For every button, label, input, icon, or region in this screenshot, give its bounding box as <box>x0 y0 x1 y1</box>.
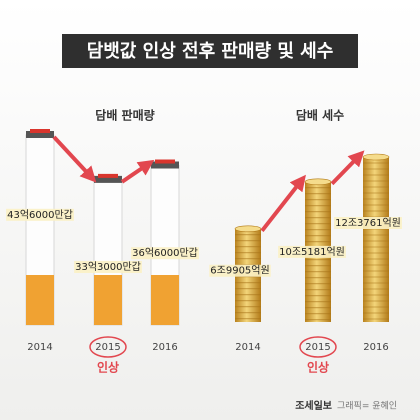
value-label-bg <box>74 260 142 273</box>
trend-arrow <box>330 150 365 186</box>
value-label: 33억3000만갑 <box>75 261 141 273</box>
x-tick-label: 2016 <box>152 342 177 353</box>
highlight-circle <box>89 336 127 358</box>
footer-credit: 그래픽= 윤혜인 <box>337 400 397 412</box>
value-label: 12조3761억원 <box>335 217 401 229</box>
cigarette-filter <box>151 275 179 325</box>
value-label: 6조9905억원 <box>210 265 269 277</box>
trend-arrow <box>120 159 155 184</box>
cigarette-filter <box>26 275 54 325</box>
cigarette-ash <box>26 131 54 138</box>
cigarette-ember <box>98 173 118 178</box>
cigarette-filter <box>94 275 122 325</box>
value-label: 10조5181억원 <box>279 246 345 258</box>
x-tick-label: 2015 <box>305 342 330 353</box>
value-label-bg <box>6 208 74 221</box>
cigarette-ember <box>30 129 50 133</box>
coin-top <box>362 153 390 161</box>
value-label: 43억6000만갑 <box>7 209 73 221</box>
title: 담뱃값 인상 전후 판매량 및 세수 <box>87 41 334 62</box>
title-banner <box>62 34 358 68</box>
annotation: 인상 <box>307 360 329 375</box>
x-tick-label: 2014 <box>235 342 260 353</box>
cigarette-ash <box>151 161 179 169</box>
trend-arrow <box>260 174 306 233</box>
coin-stack <box>363 157 389 322</box>
x-tick-label: 2015 <box>95 342 120 353</box>
highlight-circle <box>299 336 337 358</box>
value-label-bg <box>278 245 346 258</box>
value-label-bg <box>209 264 271 277</box>
footer-source: 조세일보 <box>295 399 332 412</box>
value-label: 36억6000만갑 <box>132 247 198 259</box>
coin-top <box>234 225 262 233</box>
value-label-bg <box>334 217 402 229</box>
chart-title: 담배 세수 <box>296 108 344 123</box>
trend-arrow <box>52 135 97 183</box>
value-label-bg <box>131 247 199 260</box>
x-tick-label: 2014 <box>27 342 52 353</box>
chart-title: 담배 판매량 <box>95 108 154 123</box>
annotation: 인상 <box>97 360 119 375</box>
cigarette-ember <box>155 159 175 164</box>
coin-top <box>304 178 332 186</box>
cigarette-ash <box>94 175 122 183</box>
x-tick-label: 2016 <box>363 342 388 353</box>
